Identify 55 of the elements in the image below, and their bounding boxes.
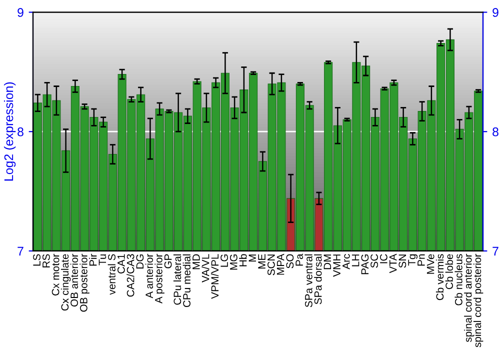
x-tick-label: Tg [408, 254, 418, 266]
x-tick-label: Cx cingulate [60, 254, 71, 311]
y-tick-label: 7 [18, 246, 24, 256]
x-tick-label: Arc [342, 254, 350, 270]
x-tick-label: OB anterior [70, 254, 78, 306]
x-tick-label: Hb [239, 254, 247, 266]
x-tick-label: LS [33, 254, 40, 266]
x-tick-label: Cb lobe [445, 254, 453, 290]
y2-tick-label: 7 [492, 246, 498, 256]
x-tick-label: GP [164, 254, 172, 268]
x-tick-label: spinal cord anterior [464, 254, 474, 342]
x-tick-label: RS [42, 254, 50, 268]
x-tick-label: spinal cord posterior [473, 254, 484, 348]
x-tick-label: Pir [89, 254, 97, 266]
x-tick-label: MD [192, 254, 200, 270]
x-tick-label: A posterior [154, 254, 164, 304]
x-tick-label: SPa dorsal [314, 254, 322, 304]
y2-tick-label: 8 [492, 127, 498, 136]
y-tick-label: 8 [18, 127, 24, 136]
x-tick-label: SN [398, 254, 406, 268]
x-tick-label: Cb nucleus [454, 254, 462, 306]
x-tick-label: DG [136, 254, 144, 268]
x-tick-label: VA/VL [202, 254, 210, 282]
x-tick-label: MPA [276, 254, 284, 275]
x-tick-label: CA1 [117, 254, 125, 274]
x-tick-label: SPa ventral [304, 254, 312, 308]
x-tick-label: Cx motor [52, 254, 60, 296]
x-tick-label: A anterior [145, 254, 153, 298]
x-tick-label: LG [220, 254, 228, 267]
x-tick-label: VTA [389, 254, 397, 274]
x-tick-label: Cb vermis [436, 254, 444, 300]
x-tick-label: MG [230, 254, 238, 270]
x-tick-label: Tu [98, 254, 106, 266]
x-tick-label: VMH [333, 254, 340, 277]
x-tick-label: VPM/VPL [210, 254, 219, 299]
x-tick-label: Pa [296, 254, 303, 266]
x-tick-label: ME [258, 254, 266, 268]
x-tick-label: CPu medial [182, 254, 190, 308]
x-tick-label: SO [286, 254, 294, 268]
x-tick-label: MVe [426, 254, 434, 274]
x-tick-label: ventral S [108, 254, 116, 295]
y2-tick-label: 9 [492, 8, 498, 17]
x-tick-label: CA2/CA3 [126, 254, 134, 297]
x-tick-label: CPu lateral [173, 254, 182, 305]
x-tick-label: SCN [267, 254, 275, 276]
y-tick-label: 9 [18, 8, 24, 17]
x-tick-label: LH [352, 254, 360, 266]
x-tick-label: IC [380, 254, 388, 264]
x-tick-label: PAG [361, 254, 369, 274]
x-tick-label: SC [370, 254, 378, 268]
x-tick-label: Pn [418, 254, 425, 266]
x-tick-label: OB posterior [80, 254, 90, 312]
x-tick-label: M [248, 254, 256, 262]
x-tick-label: DM [324, 254, 332, 270]
y-axis-title: Log2 (expression) [4, 82, 16, 181]
